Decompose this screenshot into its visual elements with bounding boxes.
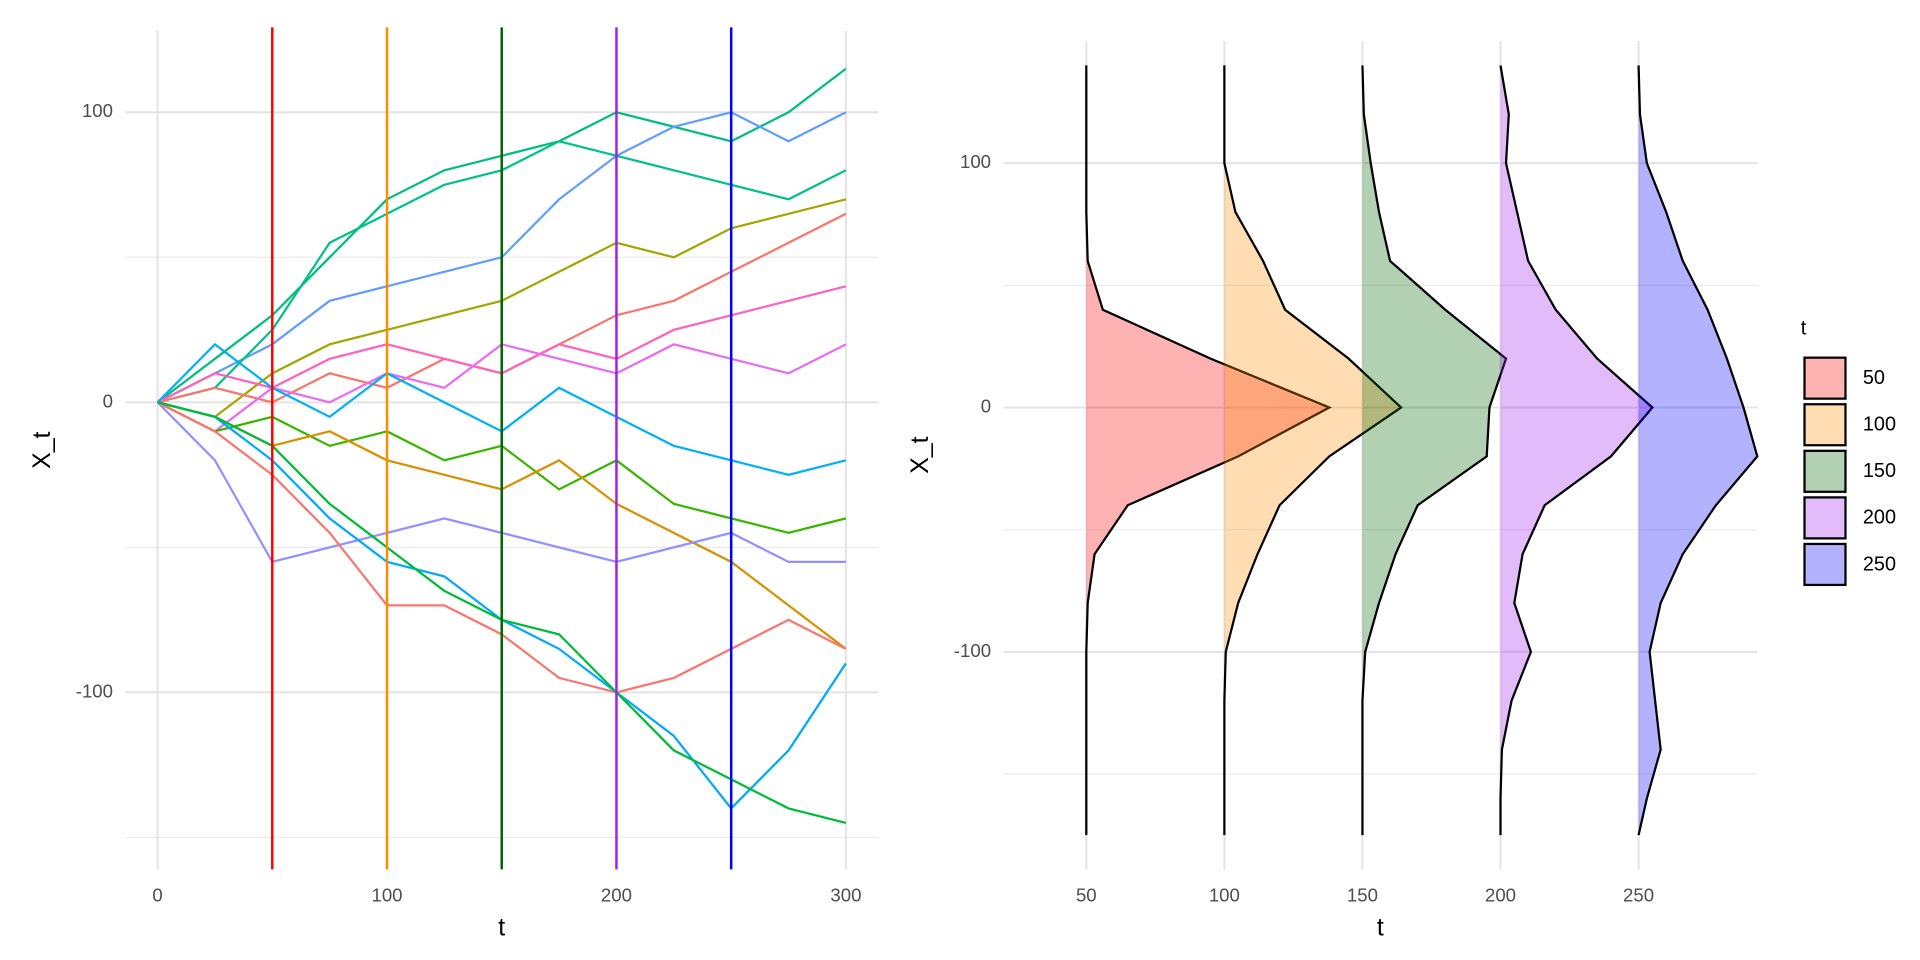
legend-swatch [1803,542,1847,587]
legend-label: 150 [1863,460,1896,482]
density-area [1500,65,1653,836]
y-tick-label: 100 [82,100,113,121]
x-tick-label: 300 [830,885,861,906]
y-tick-label: -100 [954,640,991,661]
density-area [1638,65,1758,836]
x-axis-title: t [1377,915,1384,942]
y-tick-label: 0 [103,390,113,411]
density-line [1085,65,1332,836]
density-area [1224,65,1402,836]
density-line [1637,65,1759,836]
x-tick-label: 0 [152,885,162,906]
x-tick-label: 100 [1209,885,1240,906]
legend-swatch [1803,403,1847,447]
y-axis-title: X_t [29,431,56,468]
x-tick-label: 200 [1485,885,1516,906]
density-area [1086,65,1330,836]
y-axis-title: X_t [907,436,934,473]
legend-swatch [1803,496,1847,540]
x-tick-label: 250 [1623,885,1654,906]
left-panel: -100 0 100 0 100 200 300 t X_t [29,27,879,942]
legend-label: 200 [1863,507,1896,529]
legend-swatch [1803,356,1847,400]
x-tick-label: 100 [371,885,402,906]
legend-title: t [1801,317,1807,339]
y-tick-label: -100 [76,680,113,701]
legend-label: 100 [1863,414,1896,436]
density-line [1223,65,1403,836]
density-line [1361,65,1508,836]
y-tick-label: 100 [960,151,991,172]
legend-label: 250 [1863,553,1896,575]
right-panel: -100 0 100 50 100 150 200 250 t X_t 50 100 150 200 250… [907,40,1896,942]
x-axis-title: t [498,915,505,942]
x-tick-label: 50 [1076,885,1097,906]
legend-swatch [1803,449,1847,493]
x-tick-label: 200 [601,885,632,906]
legend-label: 50 [1863,367,1885,389]
density-area [1362,65,1507,836]
density-line [1499,65,1654,836]
x-tick-label: 150 [1347,885,1378,906]
y-tick-label: 0 [981,395,991,416]
